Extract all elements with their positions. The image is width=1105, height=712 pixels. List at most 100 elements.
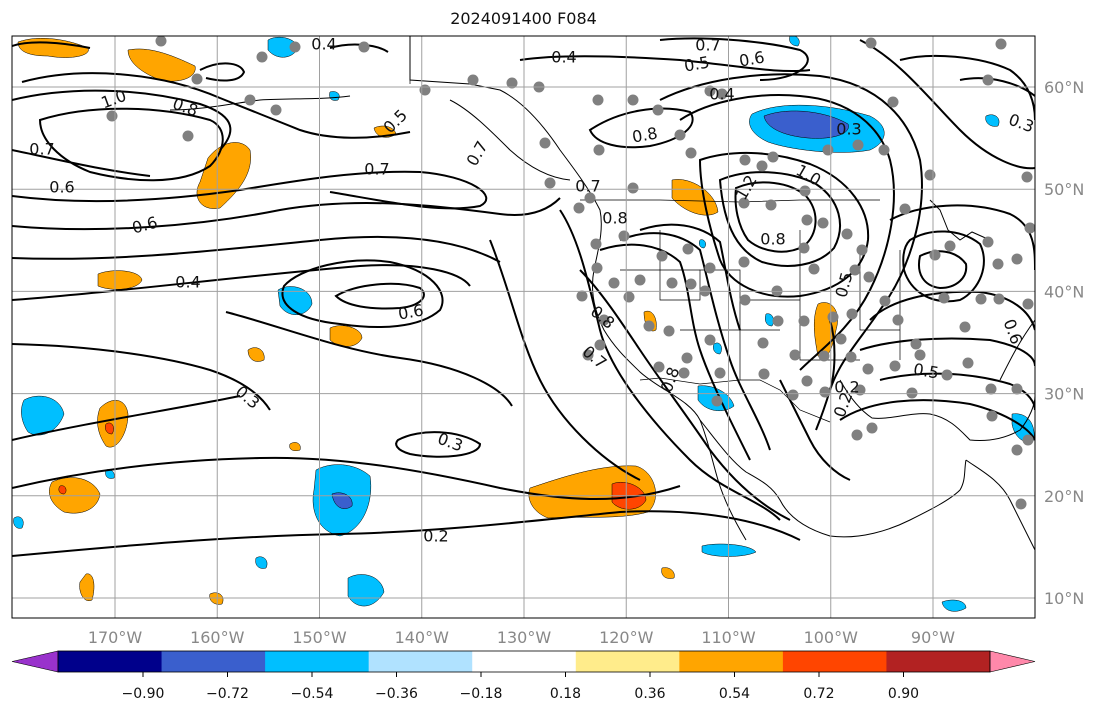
- station-dot: [1022, 298, 1034, 310]
- station-dot: [623, 291, 635, 303]
- station-dot: [938, 292, 950, 304]
- colorbar-bin: [368, 651, 473, 672]
- anomaly-negative: [713, 342, 722, 355]
- contour-value-label: 0.7: [29, 140, 54, 159]
- contour-value-label: 0.8: [631, 123, 659, 146]
- latitude-tick-label: 60°N: [1044, 78, 1084, 97]
- station-dot: [419, 84, 431, 96]
- station-dot: [358, 41, 370, 53]
- station-dot: [856, 244, 868, 256]
- station-dot: [1011, 383, 1023, 395]
- coastline: [839, 379, 1035, 441]
- contour-line: [959, 77, 1035, 97]
- station-dot: [685, 278, 697, 290]
- station-dot: [767, 151, 779, 163]
- station-dot: [910, 338, 922, 350]
- anomaly-positive: [289, 442, 301, 451]
- station-dot: [854, 384, 866, 396]
- colorbar-tick-label: −0.90: [122, 686, 165, 702]
- contour-line: [839, 399, 1035, 441]
- colorbar: [11, 650, 1036, 673]
- station-dot: [845, 351, 857, 363]
- coastline: [169, 95, 351, 111]
- colorbar-bin: [679, 651, 784, 672]
- colorbar-tick-label: −0.72: [206, 686, 249, 702]
- contour-value-label: 0.7: [695, 36, 720, 55]
- colorbar-tick-label: −0.36: [375, 686, 418, 702]
- station-dot: [182, 130, 194, 142]
- contour-line: [12, 149, 151, 177]
- latitude-tick-label: 20°N: [1044, 487, 1084, 506]
- colorbar-bin: [886, 651, 991, 672]
- station-dot: [653, 361, 665, 373]
- longitude-tick-label: 130°W: [497, 628, 552, 647]
- station-dot: [906, 387, 918, 399]
- latitude-labels: 10°N 20°N 30°N 40°N 50°N 60°N: [1044, 78, 1084, 608]
- station-dot: [962, 357, 974, 369]
- contour-value-label: 0.6: [738, 47, 766, 70]
- station-dot: [573, 202, 585, 214]
- anomaly-positive: [79, 573, 95, 602]
- station-dot: [975, 293, 987, 305]
- border: [639, 377, 831, 423]
- station-dot: [959, 321, 971, 333]
- station-dot: [756, 160, 768, 172]
- anomaly-negative: [329, 91, 340, 101]
- colorbar-arrow-high: [989, 650, 1036, 673]
- contour-value-label: 0.2: [423, 527, 448, 546]
- contour-value-label: 0.5: [683, 52, 711, 75]
- station-dot: [544, 177, 556, 189]
- colorbar-arrow-low: [11, 650, 59, 673]
- station-dot: [818, 350, 830, 362]
- anomaly-positive: [661, 567, 675, 579]
- contour-value-label: 0.2: [834, 378, 859, 397]
- colorbar-tick-label: −0.54: [291, 686, 334, 702]
- station-dot: [1015, 498, 1027, 510]
- coastline: [965, 459, 1035, 551]
- contour-line: [859, 39, 1035, 170]
- colorbar-tick-label: 0.36: [634, 686, 665, 702]
- graticule: [12, 36, 1035, 618]
- longitude-tick-label: 100°W: [804, 628, 859, 647]
- station-dot: [739, 154, 751, 166]
- contour-line: [334, 282, 425, 310]
- contour-line: [12, 264, 471, 301]
- anomaly-positive: [196, 142, 251, 209]
- contour-line: [281, 259, 444, 328]
- station-dot: [757, 337, 769, 349]
- station-dot: [819, 386, 831, 398]
- station-dot: [827, 311, 839, 323]
- station-dot: [772, 315, 784, 327]
- station-dot: [584, 192, 596, 204]
- anomaly-positive: [127, 48, 196, 82]
- contour-line: [38, 107, 224, 182]
- contour-line: [489, 239, 641, 481]
- station-dot: [627, 94, 639, 106]
- longitude-labels: 170°W 160°W 150°W 140°W 130°W 120°W 110°W 100°W…: [88, 628, 955, 647]
- longitude-tick-label: 150°W: [292, 628, 347, 647]
- station-dot: [674, 129, 686, 141]
- contour-lines: [12, 37, 1035, 557]
- coastline: [699, 419, 747, 541]
- station-dot: [865, 37, 877, 49]
- station-dot: [270, 104, 282, 116]
- station-dot: [467, 74, 479, 86]
- station-dot: [899, 203, 911, 215]
- station-dot: [787, 389, 799, 401]
- colorbar-frame: [57, 650, 991, 673]
- station-dot: [758, 368, 770, 380]
- contour-line: [588, 107, 694, 149]
- station-dot: [592, 94, 604, 106]
- station-dot: [738, 197, 750, 209]
- anomaly-negative: [698, 239, 706, 249]
- anomaly-negative: [13, 516, 24, 529]
- station-dot: [841, 228, 853, 240]
- station-dot: [879, 295, 891, 307]
- anomaly-strong-negative: [331, 492, 353, 509]
- contour-value-label: 0.5: [912, 359, 940, 382]
- station-dot: [739, 294, 751, 306]
- anomaly-strong-negative: [763, 110, 849, 139]
- station-dot: [704, 334, 716, 346]
- colorbar-tick-label: 0.72: [803, 686, 834, 702]
